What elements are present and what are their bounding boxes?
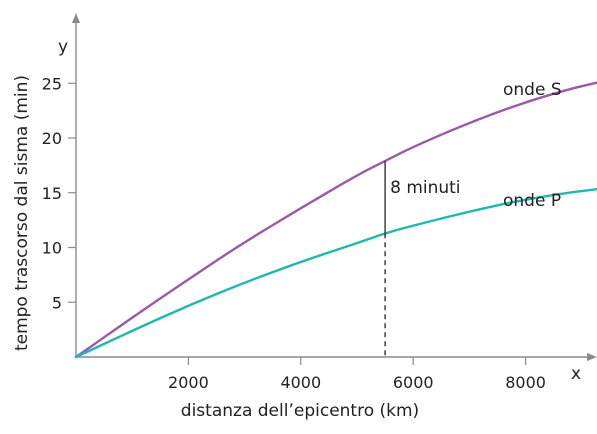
annotation-group: 8 minuti [384,160,461,357]
x-axis-arrow [587,353,597,361]
y-tick-label: 15 [42,184,62,203]
y-tick-label: 10 [42,239,62,258]
series-group: onde S onde P [74,80,597,359]
x-tick-label: 2000 [168,373,209,392]
y-ticks: 5 10 15 20 25 [42,74,76,312]
x-tick-label: 6000 [393,373,434,392]
y-tick-label: 25 [42,74,62,93]
series-label-onde-s: onde S [503,80,562,100]
y-axis-title: tempo trascorso dal sisma (min) [12,75,32,351]
x-tick-label: 8000 [505,373,546,392]
series-line-onde-p [74,187,597,359]
series-label-onde-p: onde P [503,191,561,211]
x-tick-label: 4000 [280,373,321,392]
x-axis-title: distanza dell’epicentro (km) [181,401,419,421]
x-axis-letter: x [571,364,581,384]
series-line-onde-s [74,81,597,359]
y-axis-arrow [72,13,80,23]
x-ticks: 200040006000800010000 [168,357,546,392]
y-tick-label: 20 [42,129,62,148]
y-axis-letter: y [58,37,68,57]
y-tick-label: 5 [52,293,62,312]
annotation-label: 8 minuti [390,178,460,198]
